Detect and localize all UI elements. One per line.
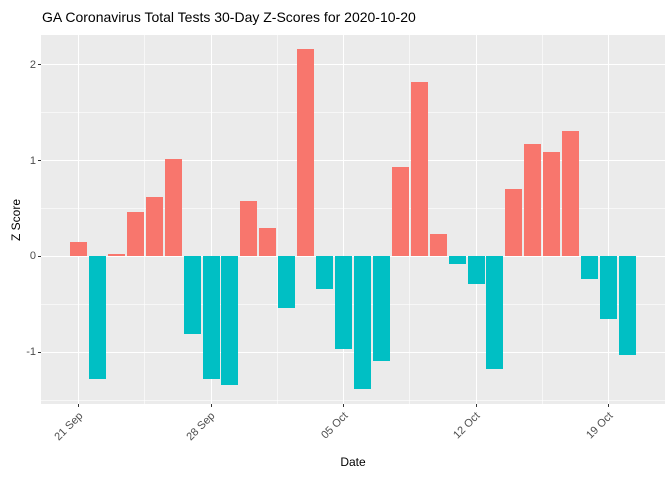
y-axis-title: Z Score xyxy=(9,198,23,242)
bar-negative xyxy=(278,256,296,309)
bar-negative xyxy=(600,256,618,319)
bar-positive xyxy=(297,49,315,257)
bar-negative xyxy=(353,256,371,389)
minor-gridline xyxy=(409,35,411,404)
x-tick-label: 21 Sep xyxy=(51,410,85,444)
x-tick-mark xyxy=(475,404,477,407)
bar-negative xyxy=(486,256,504,369)
bar-positive xyxy=(70,242,87,257)
y-tick-mark xyxy=(37,160,41,162)
plot-panel xyxy=(41,35,665,404)
minor-gridline xyxy=(41,303,665,305)
bar-negative xyxy=(221,256,239,385)
bar-positive xyxy=(410,81,428,257)
y-tick-label: -1 xyxy=(26,346,36,359)
bar-negative xyxy=(467,256,485,285)
minor-gridline xyxy=(41,207,665,209)
y-tick-mark xyxy=(37,64,41,66)
major-gridline xyxy=(210,35,212,404)
major-gridline xyxy=(41,64,665,66)
major-gridline xyxy=(608,35,610,404)
minor-gridline xyxy=(144,35,146,404)
bar-positive xyxy=(259,227,277,257)
bar-negative xyxy=(448,256,466,265)
y-tick-label: 0 xyxy=(29,250,36,263)
bar-positive xyxy=(562,130,580,257)
x-tick-mark xyxy=(343,404,345,407)
major-gridline xyxy=(78,35,79,404)
bar-negative xyxy=(183,256,201,335)
bar-positive xyxy=(524,144,542,257)
major-gridline xyxy=(343,35,345,404)
bar-negative xyxy=(581,256,599,280)
x-axis-title: Date xyxy=(340,455,366,469)
bar-negative xyxy=(316,256,334,289)
bar-positive xyxy=(543,151,561,257)
x-tick-label: 12 Oct xyxy=(451,410,483,442)
x-tick-mark xyxy=(78,404,79,407)
x-tick-label: 28 Sep xyxy=(184,410,218,444)
chart-title: GA Coronavirus Total Tests 30-Day Z-Scor… xyxy=(42,9,416,25)
major-gridline xyxy=(41,351,665,353)
bar-negative xyxy=(202,256,220,380)
bar-positive xyxy=(505,189,523,257)
minor-gridline xyxy=(41,399,665,401)
bar-negative xyxy=(88,256,106,380)
major-gridline xyxy=(41,160,665,162)
bar-positive xyxy=(391,167,409,257)
x-tick-label: 19 Oct xyxy=(583,410,616,442)
bar-negative xyxy=(335,256,353,350)
bar-positive xyxy=(240,200,258,257)
y-tick-mark xyxy=(37,255,41,257)
x-tick-label: 05 Oct xyxy=(318,410,351,442)
y-tick-label: 1 xyxy=(29,154,36,167)
x-tick-mark xyxy=(210,404,212,407)
bar-positive xyxy=(126,212,144,257)
major-gridline xyxy=(475,35,477,404)
y-tick-mark xyxy=(37,351,41,353)
minor-gridline xyxy=(41,112,665,114)
minor-gridline xyxy=(276,35,278,404)
y-tick-label: 2 xyxy=(29,58,36,71)
bar-negative xyxy=(619,256,636,356)
bar-positive xyxy=(145,196,163,257)
bar-positive xyxy=(429,234,447,257)
x-tick-mark xyxy=(608,404,610,407)
bar-positive xyxy=(164,158,182,257)
bar-negative xyxy=(372,256,390,361)
minor-gridline xyxy=(541,35,543,404)
bar-positive xyxy=(107,253,125,257)
major-gridline xyxy=(41,255,665,257)
